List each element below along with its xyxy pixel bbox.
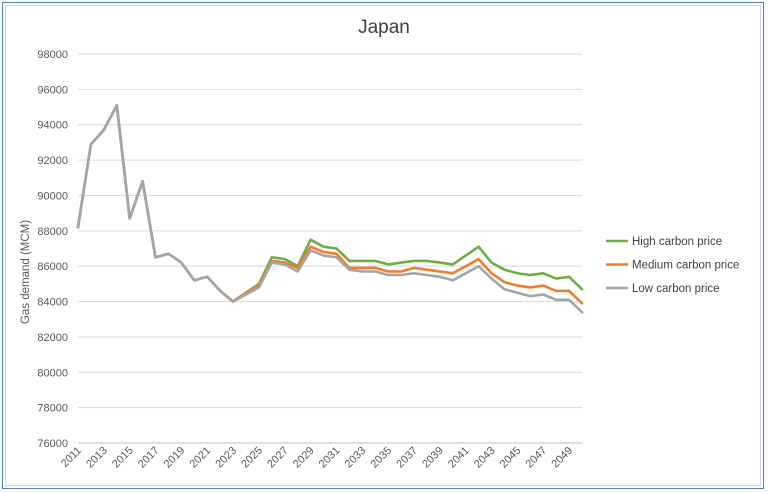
x-tick-label: 2019 xyxy=(162,445,188,471)
x-tick-label: 2033 xyxy=(343,445,369,471)
x-tick-label: 2013 xyxy=(84,445,110,471)
legend-label: High carbon price xyxy=(632,236,722,248)
series-line-medium-carbon-price xyxy=(76,104,584,305)
legend: High carbon price Medium carbon price Low … xyxy=(606,236,739,295)
x-tick-label: 2021 xyxy=(188,445,214,471)
chart-title: Japan xyxy=(358,17,410,38)
series-line-high-carbon-price xyxy=(76,104,584,303)
x-tick-label: 2043 xyxy=(472,445,498,471)
x-tick-label: 2037 xyxy=(394,445,420,471)
y-axis-label: Gas demand (MCM) xyxy=(20,220,32,324)
x-tick-label: 2045 xyxy=(498,445,524,471)
legend-label: Medium carbon price xyxy=(632,260,739,272)
chart-frame-inner xyxy=(5,5,761,486)
y-tick-labels: 76000 78000 80000 82000 84000 86000 88000 90000… xyxy=(37,49,68,450)
x-tick-label: 2041 xyxy=(446,445,472,471)
x-tick-label: 2047 xyxy=(524,445,550,471)
x-tick-label: 2025 xyxy=(239,445,265,471)
y-tick-label: 84000 xyxy=(37,297,68,309)
legend-label: Low carbon price xyxy=(632,283,720,295)
y-tick-label: 90000 xyxy=(37,190,68,202)
y-tick-label: 80000 xyxy=(37,367,68,379)
x-tick-label: 2015 xyxy=(110,445,136,471)
y-tick-label: 98000 xyxy=(37,49,68,61)
y-tick-label: 86000 xyxy=(37,261,68,273)
y-tick-label: 82000 xyxy=(37,332,68,344)
gridlines xyxy=(78,53,582,409)
x-tick-label: 2027 xyxy=(265,445,291,471)
x-tick-label: 2029 xyxy=(291,445,317,471)
y-tick-label: 96000 xyxy=(37,84,68,96)
y-tick-label: 88000 xyxy=(37,226,68,238)
x-tick-label: 2049 xyxy=(549,445,575,471)
x-tick-label: 2035 xyxy=(368,445,394,471)
x-tick-label: 2039 xyxy=(420,445,446,471)
x-tick-label: 2017 xyxy=(136,445,162,471)
x-tick-labels: 2011 2013 2015 2017 2019 2021 2023 2025 2027 2029… xyxy=(59,445,575,471)
y-tick-label: 92000 xyxy=(37,155,68,167)
y-tick-label: 94000 xyxy=(37,120,68,132)
y-tick-label: 76000 xyxy=(37,438,68,450)
y-tick-label: 78000 xyxy=(37,403,68,415)
series-line-low-carbon-price xyxy=(76,104,584,314)
x-tick-label: 2023 xyxy=(213,445,239,471)
x-tick-label: 2031 xyxy=(317,445,343,471)
series-lines xyxy=(76,104,584,314)
